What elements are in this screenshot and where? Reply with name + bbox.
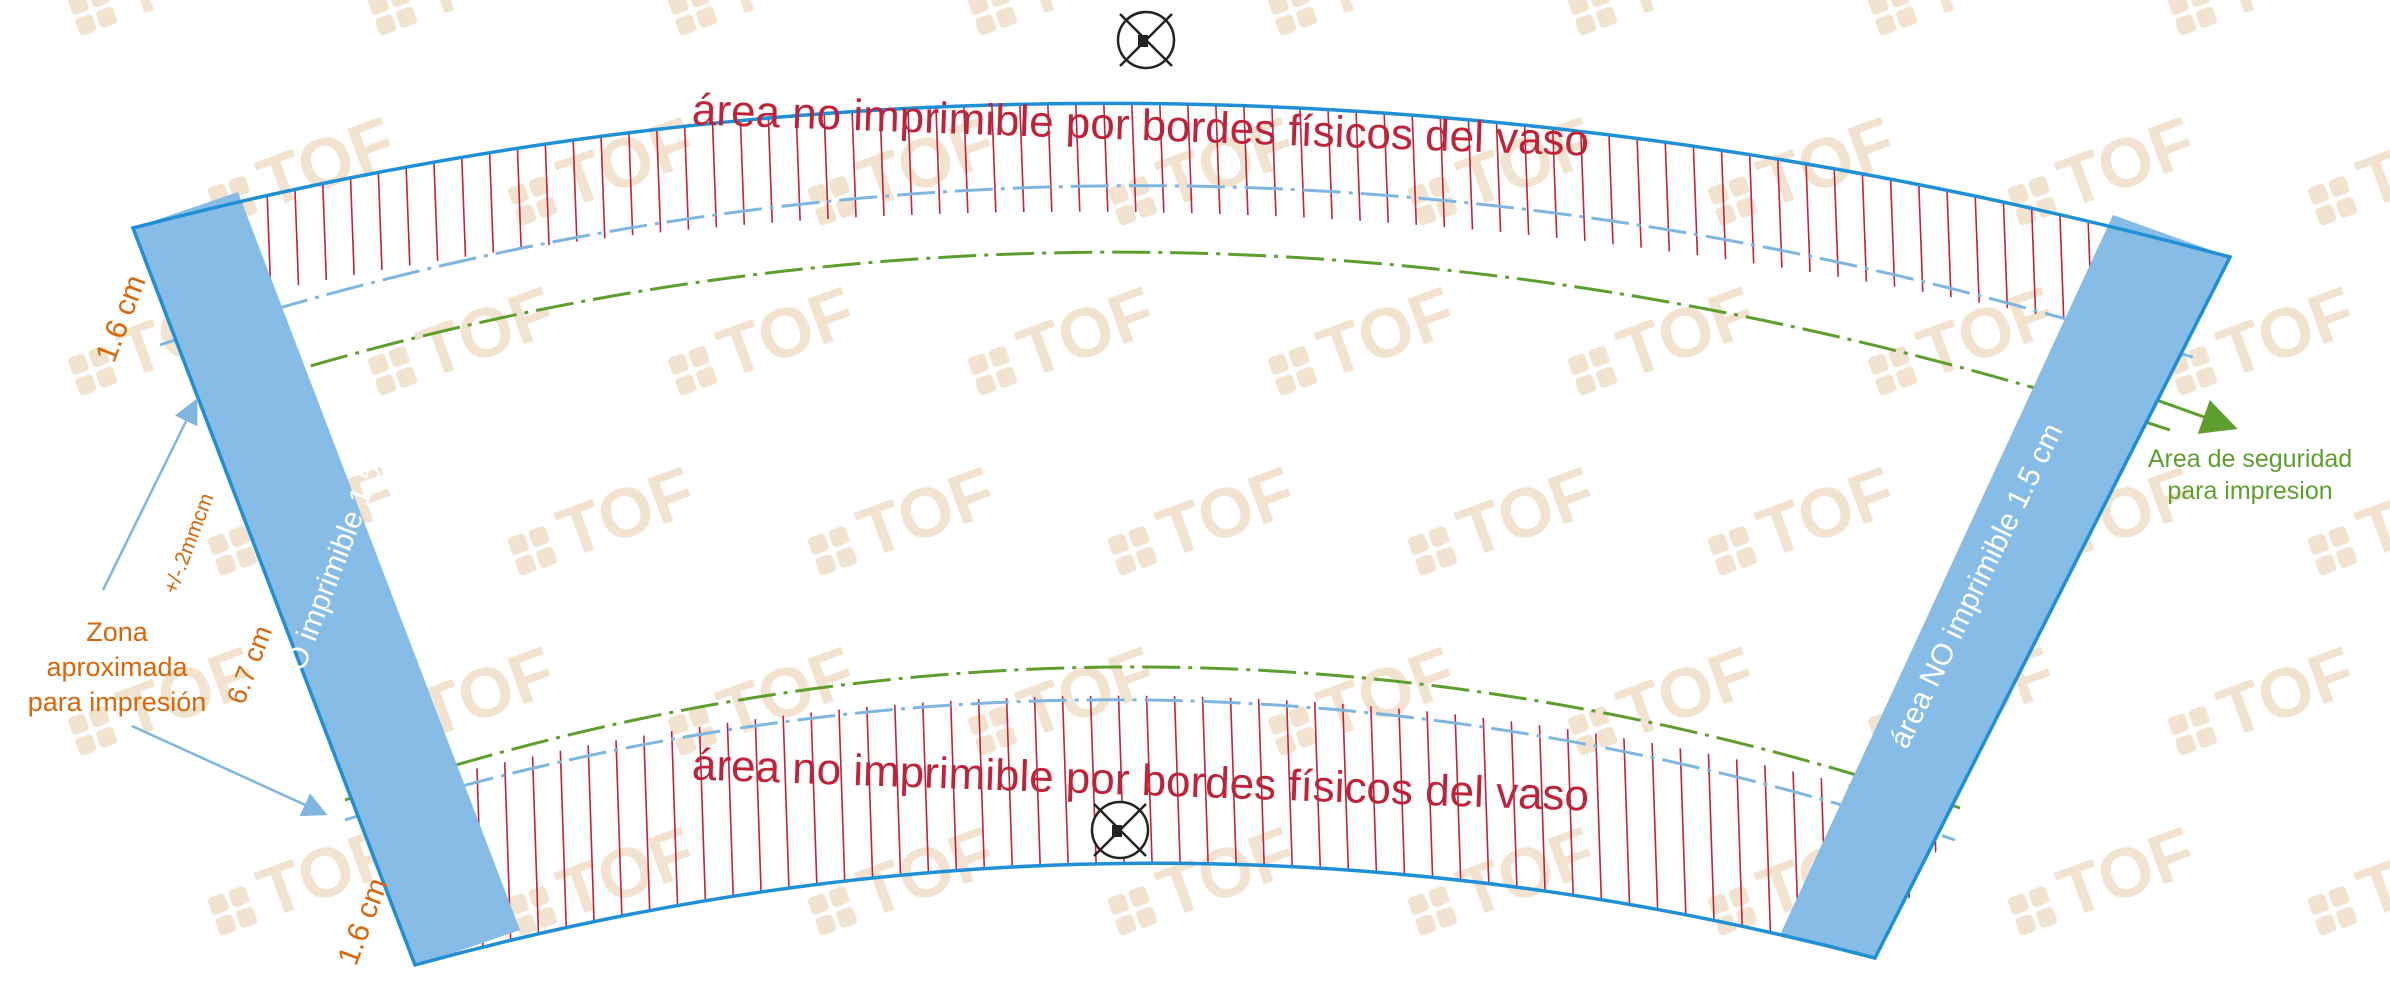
hatch-line bbox=[609, 695, 625, 965]
hatch-line bbox=[1883, 103, 1899, 348]
hatch-line bbox=[525, 695, 541, 965]
hatch-line bbox=[581, 695, 597, 965]
watermark-logo: TOF bbox=[1567, 0, 1765, 36]
watermark-logo: TOF bbox=[807, 452, 1005, 576]
svg-text:TOF: TOF bbox=[408, 0, 565, 33]
bottom-inner-dashed-line bbox=[344, 698, 1956, 842]
svg-text:TOF: TOF bbox=[1608, 632, 1765, 753]
svg-text:TOF: TOF bbox=[108, 0, 265, 33]
svg-text:TOF: TOF bbox=[2048, 102, 2205, 223]
watermark-logo: TOF bbox=[507, 452, 705, 576]
watermark-logo: TOF bbox=[667, 272, 865, 396]
svg-text:TOF: TOF bbox=[2208, 0, 2365, 33]
svg-text:TOF: TOF bbox=[548, 452, 705, 573]
hatch-line bbox=[637, 695, 653, 965]
watermark-logo: TOF bbox=[1407, 812, 1605, 936]
hatch-line bbox=[371, 103, 387, 348]
watermark-logo: TOF bbox=[2007, 102, 2205, 226]
watermark-logo: TOF bbox=[367, 0, 565, 36]
watermark-logo: TOF bbox=[1267, 272, 1465, 396]
hatch-line bbox=[1729, 695, 1745, 965]
watermark-logo: TOF bbox=[1407, 452, 1605, 576]
svg-text:TOF: TOF bbox=[1308, 0, 1465, 33]
right-side-strip bbox=[1780, 215, 2230, 958]
svg-text:TOF: TOF bbox=[1148, 452, 1305, 573]
watermark-logo: TOF bbox=[967, 272, 1165, 396]
watermark-logo: TOF bbox=[2307, 812, 2390, 936]
hatch-line bbox=[1673, 695, 1689, 965]
watermark-logo: TOF bbox=[1267, 0, 1465, 36]
top-inner-dashed-line bbox=[159, 184, 2196, 360]
watermark-logo: TOF bbox=[507, 812, 705, 936]
svg-text:TOF: TOF bbox=[1448, 812, 1605, 933]
bottom-safety-line bbox=[344, 665, 1961, 810]
left-side-strip bbox=[133, 192, 520, 966]
hatch-line bbox=[1645, 695, 1661, 965]
svg-text:TOF: TOF bbox=[1448, 452, 1605, 573]
svg-text:TOF: TOF bbox=[1148, 812, 1305, 933]
hatch-line bbox=[1757, 695, 1773, 965]
svg-text:TOF: TOF bbox=[1748, 452, 1905, 573]
svg-text:TOF: TOF bbox=[2048, 812, 2205, 933]
watermark-logo: TOF bbox=[1707, 102, 1905, 226]
watermark-logo: TOF bbox=[2307, 102, 2390, 226]
svg-text:TOF: TOF bbox=[248, 102, 405, 223]
safety-label-line-1: Area de seguridad bbox=[2148, 445, 2352, 473]
zone-arrow-lower bbox=[131, 724, 328, 817]
zone-label-line-2: aproximada bbox=[46, 652, 188, 682]
watermark-logo: TOF bbox=[2007, 812, 2205, 936]
watermark-logo: TOF bbox=[667, 0, 865, 36]
safety-label-line-2: para impresion bbox=[2167, 477, 2332, 505]
watermark-logo: TOF bbox=[2167, 632, 2365, 756]
zone-label-line-3: para impresión bbox=[28, 687, 207, 717]
svg-text:TOF: TOF bbox=[1748, 102, 1905, 223]
watermark-logo: TOF bbox=[1707, 452, 1905, 576]
watermark-logo: TOF bbox=[67, 0, 265, 36]
svg-text:TOF: TOF bbox=[1608, 0, 1765, 33]
zone-arrow-upper bbox=[101, 398, 198, 591]
top-registration-mark bbox=[1116, 10, 1176, 70]
watermark-logo: TOF bbox=[1567, 272, 1765, 396]
hatch-line bbox=[679, 103, 695, 348]
top-safety-line bbox=[199, 250, 2171, 432]
svg-text:TOF: TOF bbox=[1908, 0, 2065, 33]
hatch-line bbox=[553, 695, 569, 965]
bottom-registration-mark bbox=[1090, 800, 1150, 860]
watermark-logo: TOF bbox=[1267, 632, 1465, 756]
svg-text:TOF: TOF bbox=[848, 452, 1005, 573]
watermark-logo: TOF bbox=[367, 272, 565, 396]
svg-text:TOF: TOF bbox=[1008, 272, 1165, 393]
svg-text:TOF: TOF bbox=[1308, 272, 1465, 393]
svg-text:TOF: TOF bbox=[2208, 272, 2365, 393]
hatch-line bbox=[1589, 695, 1605, 965]
watermark-logo: TOF bbox=[1567, 632, 1765, 756]
hatch-line bbox=[1575, 103, 1591, 348]
svg-text:TOF: TOF bbox=[2208, 632, 2365, 753]
svg-text:TOF: TOF bbox=[708, 272, 865, 393]
cup-sleeve-outline bbox=[130, 101, 2233, 968]
zone-label-line-1: Zona bbox=[86, 617, 149, 647]
watermark-logo: TOF bbox=[1867, 0, 2065, 36]
watermark-logo: TOF bbox=[1107, 452, 1305, 576]
svg-text:TOF: TOF bbox=[1608, 272, 1765, 393]
svg-text:TOF: TOF bbox=[1308, 632, 1465, 753]
hatch-line bbox=[1617, 695, 1633, 965]
hatch-line bbox=[665, 695, 681, 965]
svg-text:TOF: TOF bbox=[548, 102, 705, 223]
svg-text:TOF: TOF bbox=[1008, 632, 1165, 753]
watermark-logo: TOF bbox=[2167, 0, 2365, 36]
svg-text:TOF: TOF bbox=[708, 0, 865, 33]
